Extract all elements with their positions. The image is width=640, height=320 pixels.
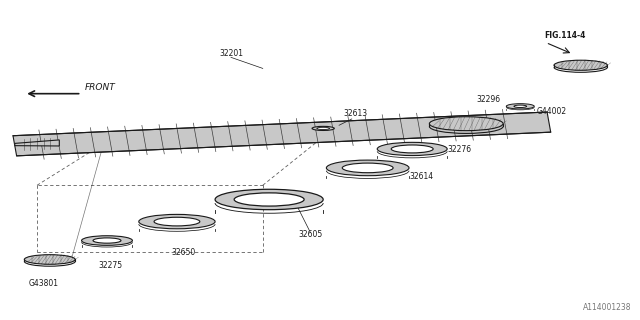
Text: 32614: 32614 (410, 172, 434, 181)
Ellipse shape (342, 163, 393, 173)
Ellipse shape (93, 238, 121, 243)
Ellipse shape (24, 255, 76, 264)
Ellipse shape (391, 145, 433, 153)
Text: 32605: 32605 (298, 230, 323, 239)
Text: FIG.114-4: FIG.114-4 (544, 31, 586, 40)
Ellipse shape (81, 236, 132, 245)
Text: 32613: 32613 (343, 109, 367, 118)
Ellipse shape (429, 117, 503, 131)
Ellipse shape (506, 104, 534, 109)
Text: G43801: G43801 (28, 279, 58, 288)
Ellipse shape (154, 217, 200, 226)
Text: 32276: 32276 (448, 145, 472, 154)
Ellipse shape (326, 160, 409, 176)
Ellipse shape (234, 193, 304, 206)
Text: 32650: 32650 (171, 248, 195, 257)
Ellipse shape (377, 142, 447, 156)
Text: 32296: 32296 (476, 95, 500, 104)
Text: FRONT: FRONT (84, 83, 115, 92)
Ellipse shape (554, 60, 607, 70)
Ellipse shape (139, 214, 215, 229)
Polygon shape (13, 112, 550, 156)
Ellipse shape (514, 105, 527, 108)
Ellipse shape (312, 126, 334, 131)
Text: A114001238: A114001238 (583, 303, 632, 312)
Ellipse shape (215, 189, 323, 210)
Text: 32275: 32275 (98, 261, 122, 270)
Text: G44002: G44002 (537, 107, 567, 116)
Polygon shape (15, 140, 60, 146)
Ellipse shape (317, 127, 330, 130)
Text: 32201: 32201 (219, 49, 243, 58)
